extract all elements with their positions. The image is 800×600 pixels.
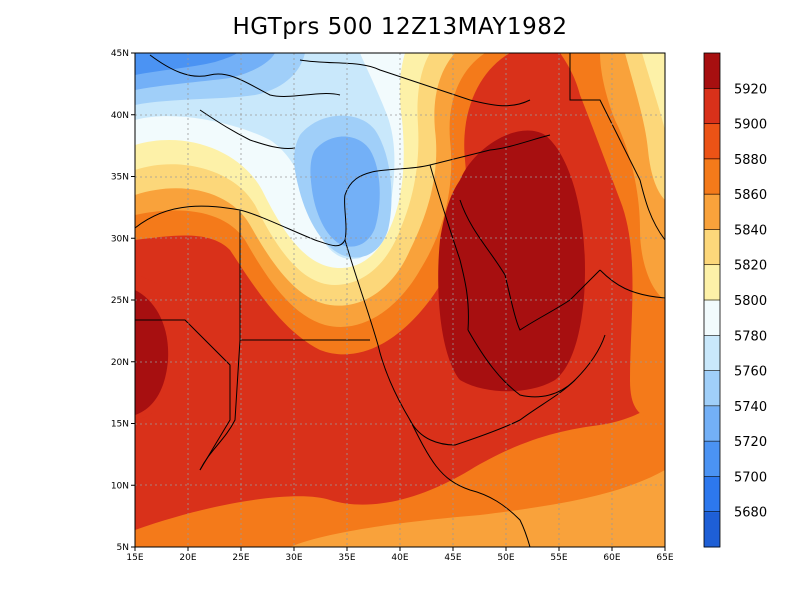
colorbar-swatch	[704, 123, 720, 160]
band-5720-nwcorner	[135, 53, 237, 75]
lat-tick-label: 30N	[111, 234, 129, 244]
colorbar: 5680 5700 5720 5740 5760 5780 5800 5820 5840 5860…	[703, 52, 767, 548]
lon-tick-label: 55E	[550, 553, 567, 563]
colorbar-swatch	[704, 405, 720, 442]
lat-tick-label: 25N	[111, 296, 129, 306]
band-5740-core	[310, 136, 380, 247]
colorbar-label: 5920	[734, 82, 767, 97]
lon-tick-label: 30E	[285, 553, 302, 563]
lat-tick-label: 10N	[111, 481, 129, 491]
lon-tick-label: 20E	[179, 553, 196, 563]
band-5860-south	[290, 470, 665, 547]
lon-tick-label: 15E	[126, 553, 143, 563]
colorbar-label: 5840	[734, 223, 767, 238]
band-5820-east	[642, 53, 665, 130]
colorbar-label: 5700	[734, 470, 767, 485]
colorbar-swatch	[704, 511, 720, 548]
colorbar-swatch	[704, 300, 720, 336]
lat-tick-label: 35N	[111, 173, 129, 183]
lon-tick-label: 35E	[338, 553, 355, 563]
lon-tick-label: 40E	[391, 553, 408, 563]
lat-tick-label: 15N	[111, 420, 129, 430]
colorbar-label: 5780	[734, 329, 767, 344]
colorbar-label: 5900	[734, 118, 767, 133]
lat-tick-label: 5N	[117, 543, 129, 553]
colorbar-label: 5800	[734, 294, 767, 309]
lon-tick-label: 50E	[497, 553, 514, 563]
colorbar-swatch	[704, 229, 720, 266]
colorbar-label: 5860	[734, 188, 767, 203]
height-field	[135, 53, 665, 547]
lat-tick-label: 40N	[111, 111, 129, 121]
colorbar-label: 5680	[734, 506, 767, 521]
colorbar-label: 5820	[734, 259, 767, 274]
lon-tick-label: 45E	[444, 553, 461, 563]
colorbar-swatch	[704, 264, 720, 301]
colorbar-swatch	[704, 194, 720, 230]
lat-tick-label: 45N	[111, 49, 129, 59]
colorbar-label: 5740	[734, 400, 767, 415]
map-title: HGTprs 500 12Z13MAY1982	[232, 14, 568, 40]
lat-tick-label: 20N	[111, 358, 129, 368]
colorbar-swatch	[704, 370, 720, 407]
colorbar-label: 5760	[734, 365, 767, 380]
grid-lines	[135, 53, 665, 547]
colorbar-swatch	[704, 158, 720, 195]
band-5920-central	[438, 130, 585, 392]
colorbar-swatch	[704, 88, 720, 125]
coastlines	[135, 53, 665, 547]
colorbar-swatch	[704, 441, 720, 477]
colorbar-label: 5880	[734, 153, 767, 168]
axis-ticks: 5N 10N 15N 20N 25N 30N 35N 40N 45N 15E 20E 25E 30E 35…	[111, 49, 674, 563]
colorbar-swatch	[704, 476, 720, 513]
lon-tick-label: 60E	[603, 553, 620, 563]
lon-tick-label: 25E	[232, 553, 249, 563]
colorbar-swatch	[704, 53, 720, 89]
band-5920-west	[135, 290, 169, 415]
colorbar-label: 5720	[734, 435, 767, 450]
lon-tick-label: 65E	[656, 553, 673, 563]
colorbar-swatch	[704, 335, 720, 372]
